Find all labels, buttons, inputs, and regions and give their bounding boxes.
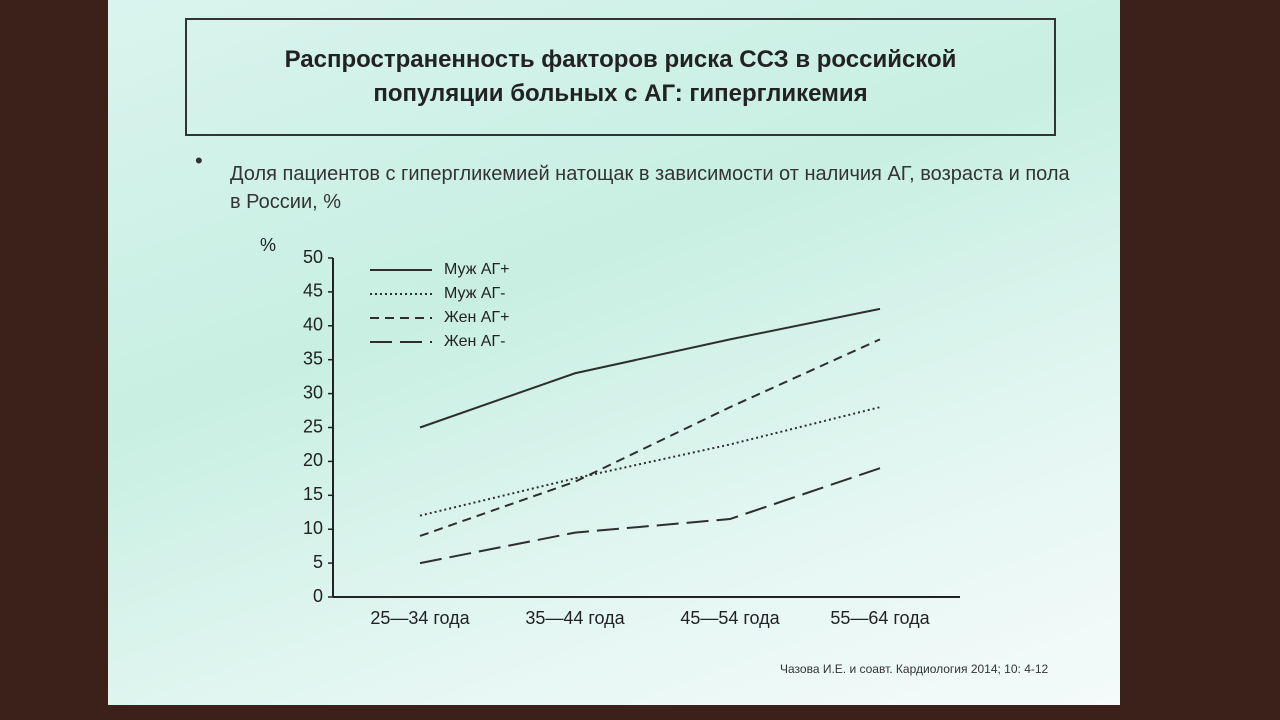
slide [108, 0, 1120, 705]
y-tick-label: 0 [313, 586, 323, 606]
bullet: • [195, 148, 203, 173]
y-tick-label: 20 [303, 450, 323, 470]
series-line [419, 467, 881, 565]
y-tick-label: 35 [303, 348, 323, 368]
x-tick-label: 35—44 года [525, 608, 625, 628]
y-tick-label: 40 [303, 315, 323, 335]
series-line [419, 338, 881, 537]
y-tick-label: 10 [303, 518, 323, 538]
series-line [419, 406, 881, 517]
legend-label: Жен АГ+ [444, 309, 509, 326]
y-tick-label: 50 [303, 247, 323, 267]
y-tick-label: 5 [313, 552, 323, 572]
y-tick-label: 25 [303, 416, 323, 436]
y-tick-label: 15 [303, 484, 323, 504]
x-tick-label: 25—34 года [370, 608, 470, 628]
slide-title: Распространенность факторов риска ССЗ в … [185, 18, 1056, 136]
series-line [419, 307, 881, 429]
legend-label: Муж АГ+ [444, 261, 510, 278]
legend-label: Жен АГ- [444, 333, 505, 350]
source: Чазова И.Е. и соавт. Кардиология 2014; 1… [780, 662, 1049, 676]
x-tick-label: 55—64 года [830, 608, 930, 628]
y-axis-label: % [260, 235, 276, 255]
legend-label: Муж АГ- [444, 285, 506, 302]
x-tick-label: 45—54 года [680, 608, 780, 628]
y-tick-label: 45 [303, 281, 323, 301]
y-tick-label: 30 [303, 382, 323, 402]
subtitle: Доля пациентов с гипергликемией натощак … [230, 163, 1070, 213]
